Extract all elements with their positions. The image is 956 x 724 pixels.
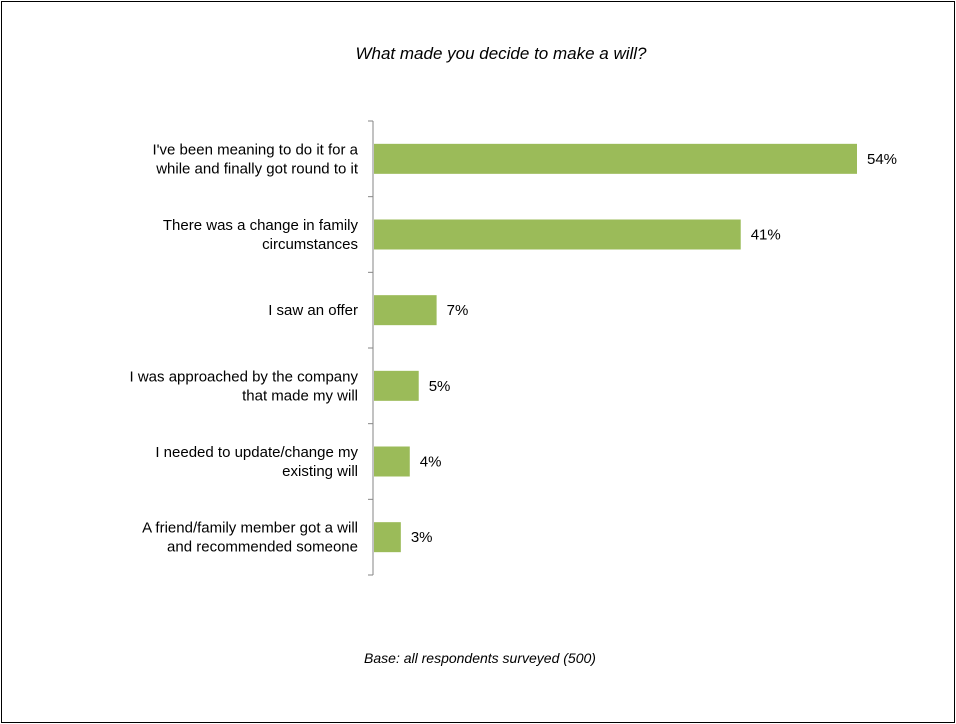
category-label-line: I was approached by the company: [130, 368, 359, 385]
category-label-line: that made my will: [242, 387, 358, 404]
category-label: There was a change in family circumstance…: [163, 217, 359, 253]
category-label-line: I needed to update/change my: [155, 444, 358, 461]
data-label: 3%: [411, 529, 433, 546]
category-label-line: existing will: [282, 463, 358, 480]
chart-base-note: Base: all respondents surveyed (500): [364, 650, 596, 666]
data-label: 5%: [429, 378, 451, 395]
category-label-line: I've been meaning to do it for a: [153, 141, 359, 158]
category-label: I needed to update/change my existing wil…: [155, 444, 358, 480]
category-label-line: I saw an offer: [268, 302, 358, 319]
category-label-line: while and finally got round to it: [155, 160, 359, 177]
category-label-line: circumstances: [262, 236, 358, 253]
bar: [374, 143, 857, 174]
chart-title: What made you decide to make a will?: [355, 44, 647, 63]
bar: [374, 522, 401, 553]
category-label-line: There was a change in family: [163, 217, 359, 234]
bar: [374, 370, 419, 401]
category-label: I've been meaning to do it for a while an…: [153, 141, 359, 177]
category-label: I was approached by the company that made…: [130, 368, 359, 404]
bar: [374, 295, 437, 326]
bar: [374, 446, 410, 477]
data-label: 7%: [447, 302, 469, 319]
category-label-line: and recommended someone: [167, 539, 358, 556]
data-label: 41%: [751, 227, 781, 244]
category-label: A friend/family member got a will and rec…: [142, 520, 358, 556]
category-label-line: A friend/family member got a will: [142, 520, 358, 537]
category-label: I saw an offer: [268, 302, 358, 319]
data-label: 54%: [867, 151, 897, 168]
data-label: 4%: [420, 454, 442, 471]
bar: [374, 219, 741, 250]
